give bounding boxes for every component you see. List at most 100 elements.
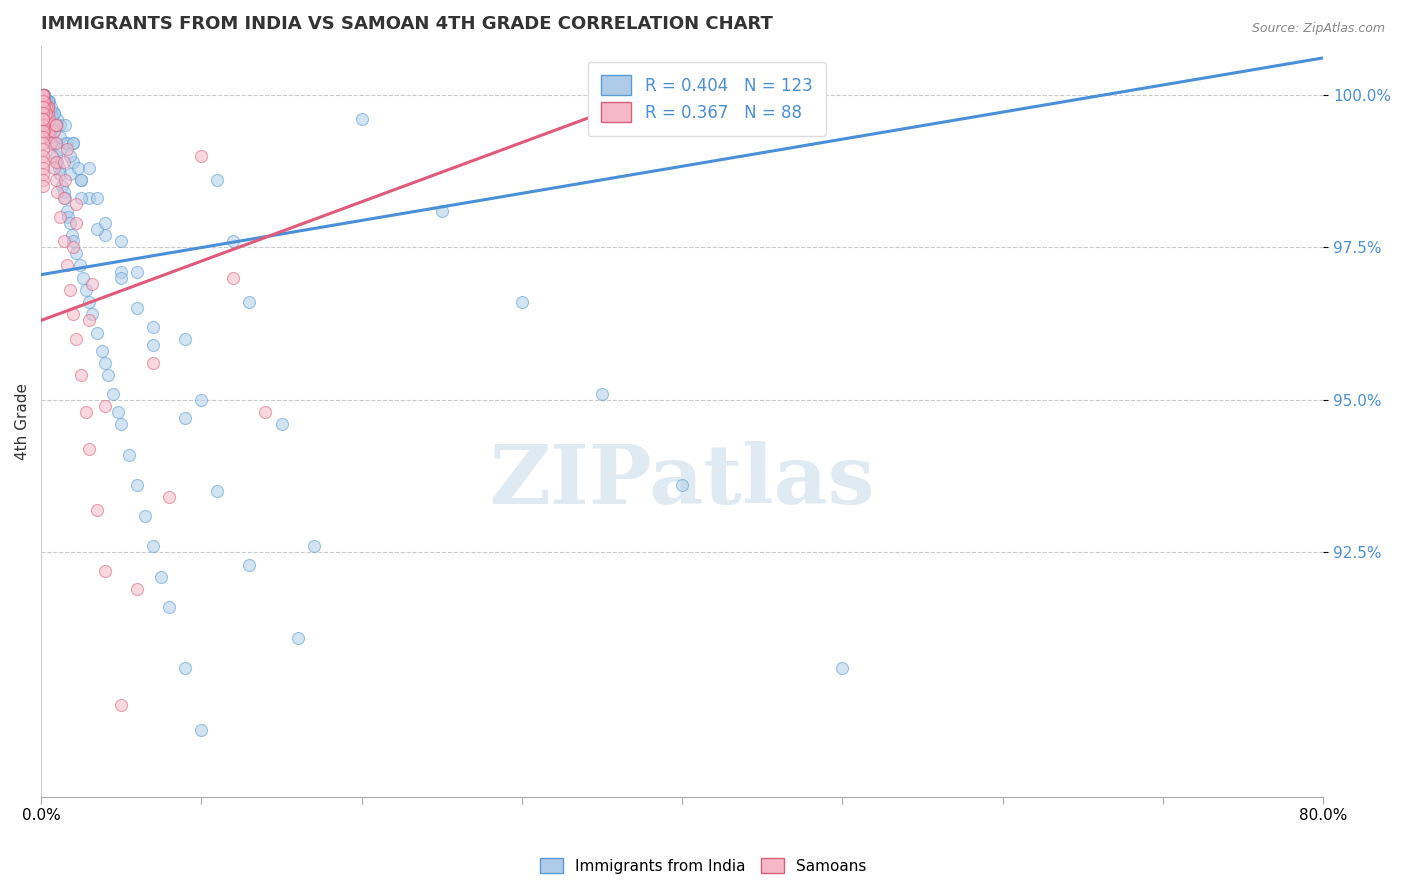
Point: [190, 392, 212, 407]
Point: [55, 136, 77, 151]
Point: [31, 87, 53, 102]
Point: [65, 246, 87, 260]
Point: [77, 161, 100, 175]
Point: [207, 173, 229, 187]
Point: [62, 307, 84, 321]
Point: [42, 105, 65, 120]
Point: [207, 484, 229, 499]
Point: [46, 118, 69, 132]
Point: [991, 845, 1014, 859]
Point: [37, 124, 59, 138]
Point: [287, 631, 309, 645]
Point: [174, 661, 197, 675]
Point: [31, 118, 53, 132]
Point: [31, 87, 53, 102]
Point: [91, 343, 114, 358]
Point: [52, 191, 75, 205]
Point: [77, 191, 100, 205]
Point: [34, 100, 56, 114]
Point: [31, 94, 53, 108]
Point: [94, 399, 117, 413]
Point: [110, 417, 132, 432]
Point: [55, 203, 77, 218]
Point: [46, 118, 69, 132]
Point: [38, 112, 60, 126]
Text: ZIPatlas: ZIPatlas: [489, 442, 875, 521]
Point: [55, 259, 77, 273]
Point: [103, 386, 125, 401]
Point: [142, 539, 165, 553]
Point: [31, 105, 53, 120]
Point: [34, 94, 56, 108]
Point: [31, 94, 53, 108]
Point: [39, 105, 62, 120]
Point: [174, 332, 197, 346]
Point: [31, 87, 53, 102]
Point: [38, 118, 60, 132]
Point: [77, 442, 100, 456]
Point: [53, 136, 76, 151]
Point: [44, 173, 66, 187]
Point: [31, 87, 53, 102]
Point: [31, 143, 53, 157]
Point: [31, 112, 53, 126]
Point: [222, 270, 245, 285]
Point: [44, 136, 66, 151]
Point: [42, 161, 65, 175]
Point: [127, 264, 149, 278]
Point: [35, 94, 58, 108]
Point: [157, 491, 180, 505]
Point: [34, 94, 56, 108]
Point: [34, 87, 56, 102]
Point: [31, 161, 53, 175]
Point: [35, 105, 58, 120]
Point: [35, 94, 58, 108]
Point: [69, 259, 91, 273]
Point: [49, 167, 72, 181]
Point: [62, 154, 84, 169]
Point: [31, 87, 53, 102]
Point: [77, 313, 100, 327]
Point: [44, 154, 66, 169]
Point: [58, 210, 80, 224]
Point: [31, 112, 53, 126]
Point: [62, 136, 84, 151]
Point: [37, 100, 59, 114]
Point: [31, 87, 53, 102]
Point: [65, 216, 87, 230]
Point: [31, 87, 53, 102]
Point: [831, 661, 853, 675]
Point: [110, 270, 132, 285]
Point: [35, 94, 58, 108]
Point: [190, 148, 212, 162]
Point: [82, 277, 104, 291]
Point: [41, 112, 63, 126]
Point: [31, 130, 53, 145]
Point: [42, 105, 65, 120]
Point: [94, 564, 117, 578]
Point: [59, 283, 82, 297]
Point: [82, 307, 104, 321]
Point: [86, 222, 108, 236]
Point: [31, 100, 53, 114]
Point: [31, 87, 53, 102]
Point: [38, 112, 60, 126]
Point: [62, 136, 84, 151]
Point: [31, 87, 53, 102]
Point: [34, 100, 56, 114]
Point: [37, 100, 59, 114]
Point: [34, 124, 56, 138]
Point: [44, 118, 66, 132]
Point: [157, 600, 180, 615]
Point: [35, 100, 58, 114]
Point: [37, 100, 59, 114]
Point: [350, 112, 373, 126]
Point: [37, 94, 59, 108]
Text: Source: ZipAtlas.com: Source: ZipAtlas.com: [1251, 22, 1385, 36]
Point: [31, 87, 53, 102]
Point: [44, 148, 66, 162]
Point: [37, 94, 59, 108]
Point: [150, 570, 173, 584]
Point: [38, 94, 60, 108]
Point: [60, 227, 83, 242]
